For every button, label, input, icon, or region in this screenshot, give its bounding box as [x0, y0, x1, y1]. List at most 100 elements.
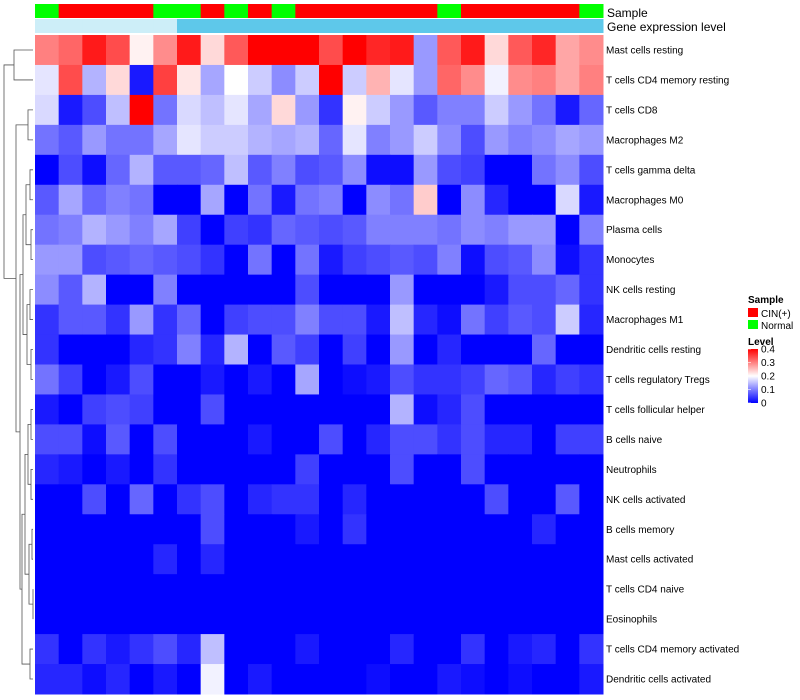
heatmap-cell — [106, 244, 131, 276]
heatmap-cell — [579, 64, 604, 96]
heatmap-cell — [461, 244, 486, 276]
heatmap-cell — [508, 304, 533, 336]
heatmap-cell — [484, 214, 509, 246]
heatmap-cell — [82, 35, 107, 66]
heatmap-cell — [579, 334, 604, 365]
dendrogram-branch — [29, 169, 33, 201]
heatmap-cell — [58, 244, 83, 276]
heatmap-cell — [508, 664, 533, 695]
heatmap-cell — [106, 154, 131, 186]
heatmap-cell — [153, 604, 178, 635]
heatmap-cell — [484, 544, 509, 575]
heatmap-cell — [461, 274, 486, 306]
heatmap-cell — [248, 64, 273, 96]
heatmap-cell — [177, 35, 202, 66]
heatmap-cell — [366, 35, 391, 66]
heatmap-cell — [200, 604, 225, 635]
heatmap-cell — [224, 64, 249, 96]
heatmap-cell — [82, 634, 107, 665]
heatmap-cell — [106, 634, 131, 665]
sample-annotation-cell — [319, 4, 344, 18]
heatmap-cell — [295, 664, 320, 695]
expression-annotation-cell — [390, 19, 415, 33]
heatmap-cell — [58, 394, 83, 425]
heatmap-cell — [200, 35, 225, 66]
sample-annotation-cell — [129, 4, 154, 18]
heatmap-cell — [106, 184, 131, 216]
heatmap-cell — [319, 334, 344, 365]
heatmap-cell — [82, 574, 107, 605]
sample-annotation-cell — [248, 4, 273, 18]
sample-track-label: Sample — [607, 6, 648, 20]
heatmap-cell — [366, 634, 391, 665]
heatmap-cell — [508, 574, 533, 605]
heatmap-cell — [579, 364, 604, 395]
heatmap-cell — [508, 544, 533, 575]
row-label: Mast cells activated — [606, 555, 693, 566]
heatmap-cell — [271, 514, 296, 545]
heatmap-cell — [461, 304, 486, 336]
heatmap-cell — [106, 604, 131, 635]
heatmap-cell — [129, 154, 154, 186]
heatmap-cell — [295, 514, 320, 545]
heatmap-cell — [366, 94, 391, 126]
heatmap-cell — [342, 154, 367, 186]
heatmap-cell — [484, 454, 509, 485]
heatmap-cell — [35, 514, 60, 545]
heatmap-cell — [366, 574, 391, 605]
heatmap-cell — [35, 35, 60, 66]
heatmap-cell — [58, 94, 83, 126]
heatmap-cell — [58, 364, 83, 395]
heatmap-cell — [319, 574, 344, 605]
heatmap-cell — [177, 124, 202, 156]
expression-annotation-cell — [579, 19, 604, 33]
heatmap-cell — [390, 394, 415, 425]
heatmap-cell — [366, 424, 391, 455]
heatmap-cell — [153, 514, 178, 545]
heatmap-cell — [248, 514, 273, 545]
heatmap-cell — [461, 574, 486, 605]
heatmap-cell — [461, 184, 486, 216]
heatmap-cell — [200, 184, 225, 216]
heatmap-cell — [58, 64, 83, 96]
heatmap-cell — [35, 484, 60, 515]
heatmap-cell — [484, 244, 509, 276]
heatmap-cell — [319, 64, 344, 96]
heatmap-cell — [271, 334, 296, 365]
heatmap-cell — [106, 394, 131, 425]
heatmap-cell — [177, 484, 202, 515]
heatmap-cell — [390, 244, 415, 276]
heatmap-cell — [153, 454, 178, 485]
heatmap-cell — [484, 334, 509, 365]
heatmap-cell — [461, 364, 486, 395]
heatmap-cell — [342, 334, 367, 365]
expression-annotation-cell — [532, 19, 557, 33]
heatmap-cell — [484, 304, 509, 336]
heatmap-cell — [248, 244, 273, 276]
heatmap-cell — [461, 394, 486, 425]
heatmap-cell — [366, 274, 391, 306]
heatmap-cell — [342, 544, 367, 575]
heatmap-cell — [177, 604, 202, 635]
dendrogram-branch — [29, 648, 33, 680]
heatmap-cell — [248, 454, 273, 485]
annotation-labels: Sample Gene expression level — [607, 6, 726, 34]
heatmap-cell — [295, 544, 320, 575]
heatmap-cell — [461, 214, 486, 246]
sample-annotation-cell — [437, 4, 462, 18]
heatmap-cell — [579, 214, 604, 246]
heatmap-cell — [342, 214, 367, 246]
heatmap-cell — [508, 154, 533, 186]
heatmap-cell — [555, 514, 580, 545]
heatmap-cell — [82, 664, 107, 695]
heatmap-cell — [413, 664, 438, 695]
heatmap-cell — [248, 394, 273, 425]
heatmap-cell — [555, 454, 580, 485]
heatmap-cell — [58, 604, 83, 635]
sample-annotation-cell — [461, 4, 486, 18]
heatmap-cell — [413, 604, 438, 635]
heatmap-cell — [319, 544, 344, 575]
heatmap-cell — [579, 94, 604, 126]
row-label: T cells CD4 naive — [606, 585, 685, 596]
heatmap-cell — [58, 634, 83, 665]
